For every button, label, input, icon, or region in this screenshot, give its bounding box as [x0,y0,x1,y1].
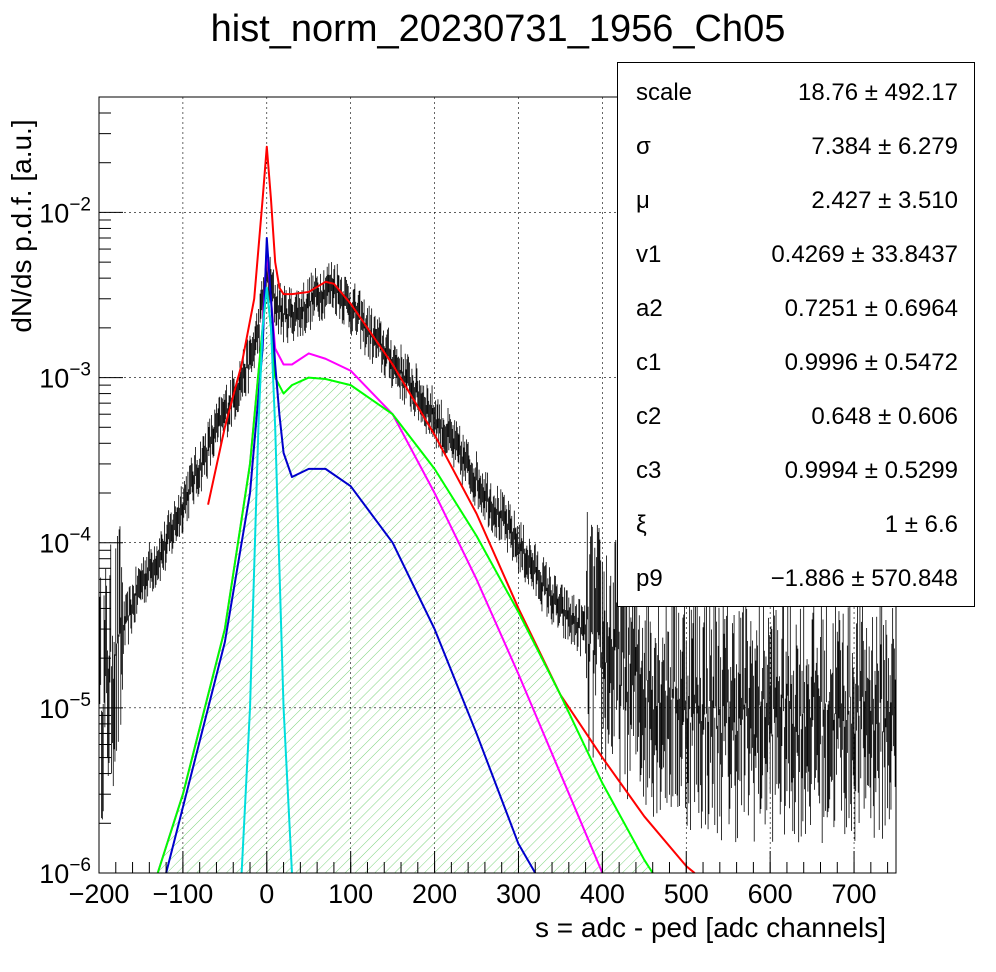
x-tick-label: 500 [664,879,709,909]
stat-name: μ [636,187,650,214]
stat-value: 7.384 ± 6.279 [811,133,958,160]
y-tick-label: 10−6 [39,855,91,889]
stat-row: a2 0.7251 ± 0.6964 [618,281,974,335]
stat-name: c3 [636,457,662,484]
y-axis-label: dN/ds p.d.f. [a.u.] [6,119,37,333]
x-tick-label: −100 [152,879,213,909]
y-tick-label: 10−2 [39,194,91,228]
stat-row: σ 7.384 ± 6.279 [618,119,974,173]
stats-box: scale 18.76 ± 492.17 σ 7.384 ± 6.279 μ 2.42… [617,62,975,607]
x-axis-label: s = adc - ped [adc channels] [535,912,886,943]
series-line [165,237,537,874]
stat-value: 0.648 ± 0.606 [811,403,958,430]
stat-name: σ [636,133,651,160]
x-tick-label: 100 [328,879,373,909]
stat-row: c2 0.648 ± 0.606 [618,389,974,443]
x-tick-label: 700 [832,879,877,909]
x-tick-label: −200 [69,879,130,909]
y-tick-label: 10−3 [39,360,91,394]
stat-value: 18.76 ± 492.17 [798,79,958,106]
stat-row: c1 0.9996 ± 0.5472 [618,335,974,389]
stat-value: 0.7251 ± 0.6964 [784,295,958,322]
stat-value: 2.427 ± 3.510 [811,187,958,214]
series-lines [98,145,897,874]
stat-name: v1 [636,241,662,268]
stat-row: v1 0.4269 ± 33.8437 [618,227,974,281]
series-line [240,286,293,874]
x-tick-label: 0 [259,879,274,909]
stat-value: −1.886 ± 570.848 [770,565,958,592]
x-tick-label: 300 [496,879,541,909]
stat-value: 0.9994 ± 0.5299 [784,457,958,484]
x-tick-label: 400 [580,879,625,909]
stat-value: 1 ± 6.6 [884,511,958,538]
x-tick-label: 200 [412,879,457,909]
stat-row: μ 2.427 ± 3.510 [618,173,974,227]
stat-row: ξ 1 ± 6.6 [618,497,974,551]
chart-title: hist_norm_20230731_1956_Ch05 [210,8,786,50]
stat-name: ξ [636,511,647,538]
stat-name: c2 [636,403,662,430]
stat-name: c1 [636,349,662,376]
y-axis: 10−6 10−5 10−4 10−3 10−2 [39,96,123,889]
x-axis: −200 −100 0 100 200 300 400 500 600 700 [69,851,889,909]
stat-name: a2 [636,295,663,322]
series-line [156,286,654,874]
x-tick-label: 600 [748,879,793,909]
stat-row: p9 −1.886 ± 570.848 [618,551,974,605]
stat-value: 0.9996 ± 0.5472 [784,349,958,376]
stat-name: p9 [636,565,663,592]
stat-value: 0.4269 ± 33.8437 [771,241,958,268]
stat-name: scale [636,79,693,106]
stat-row: scale 18.76 ± 492.17 [618,65,974,119]
y-tick-label: 10−5 [39,690,91,724]
series-line [207,145,696,874]
y-tick-label: 10−4 [39,525,91,559]
stat-row: c3 0.9994 ± 0.5299 [618,443,974,497]
